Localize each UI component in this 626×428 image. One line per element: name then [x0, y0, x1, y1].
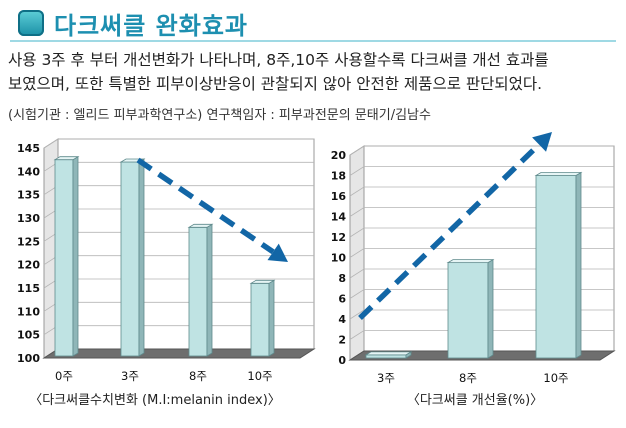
y-tick-label: 2: [338, 334, 346, 347]
y-tick-label: 8: [338, 272, 346, 285]
bar-side: [72, 155, 79, 357]
x-tick-label: 10주: [247, 369, 272, 383]
y-tick-label: 120: [17, 259, 40, 272]
header: 다크써클 완화효과: [10, 4, 616, 40]
bar: [187, 223, 214, 357]
bar: [534, 171, 583, 359]
page-title: 다크써클 완화효과: [54, 12, 248, 40]
y-tick-label: 110: [17, 305, 40, 318]
bar: [249, 279, 276, 357]
trend-arrow-shaft: [136, 157, 275, 255]
bar-top: [53, 156, 80, 161]
bar-face: [365, 354, 407, 359]
y-tick-label: 18: [331, 170, 346, 183]
trend-arrow-shaft: [358, 142, 541, 320]
y-tick-label: 105: [17, 329, 40, 342]
source-note: (시험기관 : 엘리드 피부과학연구소) 연구책임자 : 피부과전문의 문태기/…: [8, 108, 431, 123]
description: 사용 3주 후 부터 개선변화가 나타나며, 8주,10주 사용할수록 다크써클…: [8, 48, 620, 96]
bar-side: [138, 158, 145, 357]
bar-face: [120, 161, 140, 357]
bar-top: [534, 172, 583, 176]
y-tick-label: 130: [17, 212, 40, 225]
y-tick-label: 16: [331, 190, 347, 203]
gridline: [349, 309, 614, 320]
y-tick-label: 100: [17, 352, 40, 365]
gridline: [349, 227, 614, 238]
y-tick-label: 135: [17, 189, 40, 202]
bar: [446, 258, 495, 359]
x-tick-label: 0주: [55, 369, 73, 383]
y-tick-label: 6: [338, 293, 346, 306]
gridline: [349, 289, 614, 299]
bar-face: [535, 175, 577, 359]
bar-side: [487, 258, 494, 359]
title-badge-icon: [18, 10, 44, 36]
bar: [119, 158, 146, 357]
title-divider: [10, 40, 616, 42]
bar: [53, 155, 80, 357]
x-tick-label: 3주: [121, 369, 139, 383]
bar-side: [206, 223, 213, 357]
chart-2: 0 2 4 6 8 10 12 14 16 18 20 3주 8주 10주〈다크써클 개선율(%)〉: [331, 132, 616, 408]
description-line-2: 보였으며, 또한 특별한 피부이상반응이 관찰되지 않아 안전한 제품으로 판단…: [8, 75, 543, 93]
gridline: [349, 186, 614, 197]
bar: [364, 351, 413, 359]
gridline: [43, 138, 314, 149]
y-tick-label: 12: [331, 231, 346, 244]
gridline: [349, 207, 614, 217]
y-tick-label: 115: [17, 282, 40, 295]
gridline: [349, 268, 614, 279]
gridline: [349, 166, 614, 176]
x-tick-label: 3주: [377, 371, 395, 385]
y-tick-label: 10: [331, 252, 347, 265]
gridline: [349, 145, 614, 156]
bar-top: [364, 351, 413, 356]
bar-face: [188, 226, 208, 357]
x-tick-label: 8주: [459, 371, 477, 385]
x-tick-label: 8주: [189, 369, 207, 383]
x-tick-label: 10주: [543, 371, 568, 385]
bar-top: [446, 259, 495, 264]
chart-caption: 〈다크써클수치변화 (M.I:melanin index)〉: [29, 393, 281, 408]
gridline: [349, 248, 614, 258]
description-line-1: 사용 3주 후 부터 개선변화가 나타나며, 8주,10주 사용할수록 다크써클…: [8, 51, 549, 69]
bar-side: [575, 171, 582, 359]
bar-side: [268, 279, 275, 357]
y-tick-label: 4: [338, 313, 346, 326]
bar-face: [54, 159, 74, 357]
trend-arrow-head: [267, 243, 288, 262]
bar-face: [447, 262, 489, 359]
bar-top: [249, 279, 276, 284]
bar-top: [187, 223, 214, 228]
y-tick-label: 0: [338, 354, 346, 367]
gridline: [349, 330, 614, 340]
chart-floor: [42, 348, 316, 359]
y-tick-label: 125: [17, 235, 40, 248]
chart-1: 100 105 110 115 120 125 130 135 140 145 0주 3주 8주 10주 〈…: [17, 138, 316, 408]
y-tick-label: 145: [17, 142, 40, 155]
bar-face: [250, 282, 270, 357]
chart-caption: 〈다크써클 개선율(%)〉: [407, 393, 543, 408]
y-tick-label: 140: [17, 165, 40, 178]
y-tick-label: 20: [331, 149, 347, 162]
trend-arrow-head: [532, 132, 552, 152]
y-tick-label: 14: [331, 211, 347, 224]
chart-back-wall: [57, 138, 315, 350]
